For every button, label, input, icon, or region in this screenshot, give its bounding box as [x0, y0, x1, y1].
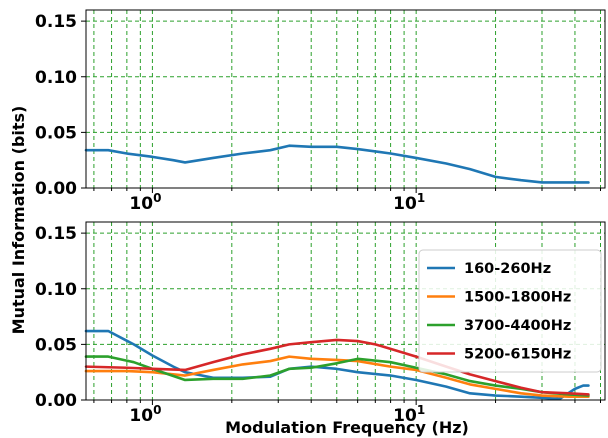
y-tick-label: 0.00 — [35, 391, 77, 411]
legend-label: 3700-4400Hz — [464, 318, 571, 334]
panel-2: 0.00 0.05 0.10 0.15 100 101 160-260Hz 1500-1800… — [35, 221, 606, 426]
series-line-3700-4400Hz — [84, 355, 590, 397]
y-tick-label: 0.10 — [35, 280, 77, 300]
x-tick-label: 100 — [129, 191, 161, 214]
x-tick-label: 101 — [393, 403, 425, 426]
series-line-5200-6150Hz — [84, 338, 590, 396]
y-tick-label: 0.05 — [35, 335, 77, 355]
x-axis-title: Modulation Frequency (Hz) — [225, 418, 469, 437]
panel-1: 0.00 0.05 0.10 0.15 100 101 — [35, 9, 606, 214]
legend-label: 1500-1800Hz — [464, 290, 571, 306]
y-tick-label: 0.15 — [35, 12, 77, 32]
plot-frame — [85, 9, 606, 189]
plot-frame — [85, 221, 606, 401]
y-tick-label: 0.15 — [35, 224, 77, 244]
y-axis-title: Mutual Information (bits) — [9, 106, 28, 335]
grid — [86, 10, 605, 189]
y-tick-label: 0.00 — [35, 179, 77, 199]
legend-box — [418, 249, 602, 373]
x-tick-label: 101 — [393, 191, 425, 214]
series-line-160-260Hz — [84, 329, 590, 401]
series-line-160-260Hz — [84, 144, 590, 184]
x-tick-label: 100 — [129, 403, 161, 426]
legend-label: 5200-6150Hz — [464, 347, 571, 363]
y-tick-label: 0.10 — [35, 68, 77, 88]
legend: 160-260Hz 1500-1800Hz 3700-4400Hz 5200-6150… — [418, 249, 602, 373]
legend-label: 160-260Hz — [464, 261, 551, 277]
y-tick-label: 0.05 — [35, 123, 77, 143]
